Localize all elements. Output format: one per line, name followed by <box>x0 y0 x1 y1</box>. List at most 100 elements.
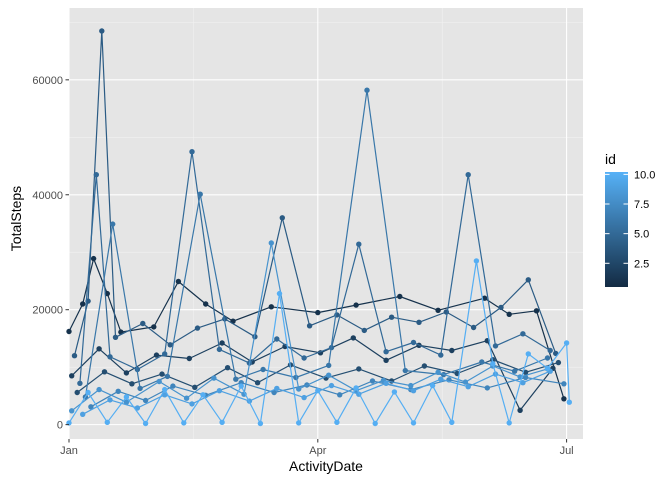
data-point <box>383 380 389 386</box>
data-point <box>391 389 398 395</box>
data-point <box>216 388 223 394</box>
data-point <box>506 420 512 426</box>
data-point <box>566 399 572 405</box>
data-point <box>104 419 111 425</box>
data-point <box>372 420 378 427</box>
data-point <box>522 369 529 375</box>
data-point <box>123 370 130 376</box>
data-point <box>254 380 261 386</box>
data-point <box>197 191 203 197</box>
data-point <box>90 255 97 262</box>
data-point <box>334 419 340 425</box>
data-point <box>192 384 198 390</box>
data-point <box>517 407 523 413</box>
data-point <box>189 401 195 407</box>
data-point <box>296 420 302 426</box>
data-point <box>397 293 403 300</box>
data-point <box>353 385 359 391</box>
data-point <box>465 172 471 178</box>
data-point <box>326 362 332 369</box>
data-point <box>544 365 551 371</box>
legend-tick-label: 10.0 <box>634 169 655 181</box>
data-point <box>181 420 187 426</box>
data-point <box>563 340 570 346</box>
y-tick-label: 40000 <box>32 190 63 202</box>
data-point <box>71 353 78 359</box>
data-point <box>233 376 239 382</box>
data-point <box>137 385 143 392</box>
x-axis-label: ActivityDate <box>289 458 363 474</box>
data-point <box>123 399 130 405</box>
data-point <box>110 221 116 227</box>
data-point <box>123 394 130 400</box>
data-point <box>88 404 94 410</box>
data-point <box>238 383 244 389</box>
data-point <box>216 346 223 353</box>
color-legend: id 2.5 5.0 7.5 10.0 <box>605 151 655 287</box>
data-point <box>561 396 567 402</box>
data-point <box>219 419 225 425</box>
data-point <box>301 394 307 401</box>
data-point <box>465 384 471 390</box>
series-10 <box>66 258 572 427</box>
data-point <box>140 320 146 327</box>
data-point <box>350 335 356 341</box>
data-point <box>66 328 72 335</box>
data-point <box>115 388 121 394</box>
data-point <box>435 307 441 313</box>
data-point <box>80 301 86 307</box>
data-point <box>107 354 113 360</box>
data-point <box>274 336 280 342</box>
data-point <box>107 397 113 403</box>
data-point <box>449 347 455 354</box>
data-point <box>490 361 496 367</box>
data-point <box>129 381 135 387</box>
y-axis-label: TotalSteps <box>8 186 24 251</box>
x-tick-label: Apr <box>309 445 326 457</box>
data-point <box>93 172 100 178</box>
data-point <box>276 290 283 297</box>
series-line <box>71 337 554 411</box>
data-point <box>525 351 531 357</box>
data-point <box>470 324 477 331</box>
data-point <box>101 369 108 375</box>
data-point <box>438 376 444 382</box>
series-line <box>73 30 557 356</box>
data-point <box>260 366 266 373</box>
y-tick-label: 0 <box>57 420 63 432</box>
data-point <box>410 388 417 394</box>
data-point <box>153 352 160 358</box>
data-point <box>170 383 176 389</box>
y-axis: 0 20000 40000 60000 <box>32 75 69 432</box>
legend-colorbar <box>605 172 628 287</box>
data-point <box>112 334 119 340</box>
series-line <box>68 260 570 425</box>
legend-ticks: 2.5 5.0 7.5 10.0 <box>605 169 655 270</box>
data-point <box>525 277 531 283</box>
series-line <box>71 242 548 412</box>
data-point <box>337 392 343 398</box>
data-point <box>421 363 428 369</box>
data-point <box>241 391 247 397</box>
data-point <box>159 371 165 377</box>
data-point <box>402 367 408 374</box>
data-point <box>104 290 111 297</box>
data-point <box>279 215 285 221</box>
data-point <box>435 369 441 375</box>
data-point <box>511 368 518 374</box>
data-point <box>99 28 105 34</box>
data-point <box>520 331 526 337</box>
data-point <box>462 379 469 385</box>
data-point <box>268 304 274 310</box>
x-tick-label: Jan <box>60 445 78 457</box>
data-point <box>69 408 75 414</box>
data-point <box>306 323 313 329</box>
x-axis: Jan Apr Jul <box>60 439 574 457</box>
data-point <box>301 355 307 361</box>
data-point <box>356 241 362 247</box>
series-4 <box>71 28 559 359</box>
data-point <box>219 340 225 346</box>
data-point <box>473 258 480 264</box>
series-layer <box>66 28 572 427</box>
